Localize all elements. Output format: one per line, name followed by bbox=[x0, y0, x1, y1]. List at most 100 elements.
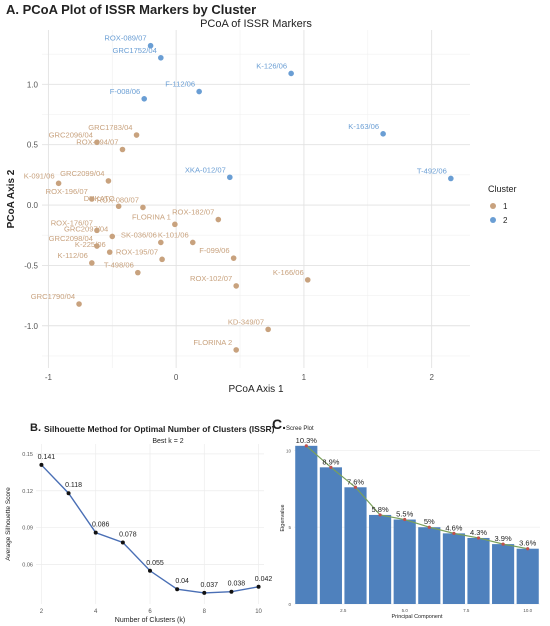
silhouette-data-label: 0.04 bbox=[175, 578, 189, 585]
pcoa-point-label: ROX-094/07 bbox=[76, 138, 118, 147]
pcoa-y-axis-label: PCoA Axis 2 bbox=[6, 169, 17, 228]
pcoa-point bbox=[215, 216, 222, 223]
pcoa-point-label: ROX-102/07 bbox=[190, 274, 232, 283]
silhouette-point bbox=[202, 590, 207, 595]
scree-point bbox=[353, 485, 358, 489]
silhouette-data-label: 0.038 bbox=[228, 581, 246, 588]
pcoa-point-label: K-112/06 bbox=[58, 251, 88, 260]
silhouette-y-axis-label: Average Silhouette Score bbox=[5, 487, 12, 561]
pcoa-point-label: GRC2098/04 bbox=[49, 234, 93, 243]
pcoa-point bbox=[55, 180, 62, 187]
scree-point bbox=[304, 444, 308, 448]
pcoa-point bbox=[119, 146, 126, 153]
scree-data-label: 3.6% bbox=[519, 539, 536, 548]
pcoa-point bbox=[448, 175, 454, 182]
silhouette-y-tick-label: 0.09 bbox=[22, 526, 33, 532]
pcoa-point-label: FLORINA 2 bbox=[193, 338, 232, 347]
silhouette-data-label: 0.037 bbox=[201, 582, 219, 589]
scree-point bbox=[526, 547, 530, 551]
panel-a-heading: A. PCoA Plot of ISSR Markers by Cluster bbox=[6, 2, 257, 17]
scree-bar bbox=[442, 533, 465, 604]
scree-x-tick-label: 2.5 bbox=[340, 608, 347, 613]
pcoa-point bbox=[94, 227, 100, 234]
scree-x-tick-label: 10.0 bbox=[523, 608, 532, 613]
pcoa-point bbox=[158, 239, 164, 246]
pcoa-point bbox=[140, 204, 146, 211]
pcoa-point-label: GRC2099/04 bbox=[60, 169, 104, 178]
scree-point bbox=[476, 536, 481, 540]
pcoa-point-label: K-163/06 bbox=[348, 122, 379, 131]
silhouette-y-tick-label: 0.12 bbox=[22, 489, 33, 495]
pcoa-point bbox=[196, 88, 202, 95]
silhouette-point bbox=[120, 540, 125, 545]
scree-data-label: 7.6% bbox=[347, 477, 364, 486]
silhouette-y-tick-label: 0.15 bbox=[22, 452, 33, 458]
pcoa-x-tick-label: 0 bbox=[174, 373, 179, 382]
legend-label-2: 2 bbox=[503, 216, 508, 225]
silhouette-point bbox=[39, 462, 44, 467]
silhouette-x-tick-label: 8 bbox=[203, 609, 207, 615]
scree-bar bbox=[393, 519, 416, 604]
silhouette-x-tick-label: 2 bbox=[40, 609, 44, 615]
pcoa-point-label: XKA-012/07 bbox=[185, 165, 226, 174]
scree-y-tick-label: 5 bbox=[288, 525, 291, 530]
scree-data-label: 5% bbox=[424, 517, 435, 526]
scree-data-label: 10.3% bbox=[296, 436, 318, 445]
panel-b-heading: B. bbox=[30, 422, 41, 434]
silhouette-data-label: 0.042 bbox=[255, 576, 273, 583]
pcoa-point-label: GRC2097/04 bbox=[64, 224, 108, 233]
pcoa-point bbox=[230, 255, 237, 261]
pcoa-point bbox=[233, 283, 239, 289]
pcoa-point bbox=[105, 178, 112, 184]
pcoa-point-label: K-091/06 bbox=[24, 171, 55, 180]
scree-bar bbox=[319, 467, 342, 604]
silhouette-subtitle: Best k = 2 bbox=[152, 438, 183, 445]
pcoa-point-label: ROX-196/07 bbox=[46, 187, 88, 196]
pcoa-point-label: ROX-195/07 bbox=[116, 247, 158, 256]
pcoa-point-label: F-112/06 bbox=[165, 80, 195, 89]
legend-label-1: 1 bbox=[503, 202, 508, 211]
scree-bar bbox=[418, 527, 441, 604]
scree-point bbox=[427, 525, 431, 529]
silhouette-x-tick-label: 6 bbox=[148, 609, 152, 615]
pcoa-point bbox=[133, 132, 140, 138]
pcoa-point bbox=[135, 269, 141, 276]
pcoa-point-label: K-101/06 bbox=[158, 230, 189, 239]
pcoa-point bbox=[109, 233, 116, 240]
pcoa-point-label: GRC1790/04 bbox=[31, 292, 75, 301]
pcoa-point bbox=[159, 256, 165, 263]
silhouette-point bbox=[175, 587, 180, 592]
scree-bar bbox=[467, 537, 490, 604]
legend-key-1 bbox=[490, 203, 496, 209]
pcoa-x-tick-label: -1 bbox=[45, 373, 53, 382]
pcoa-point bbox=[189, 239, 196, 246]
pcoa-point-label: F-008/06 bbox=[110, 87, 140, 96]
pcoa-point-label: SK-036/06 bbox=[121, 230, 157, 239]
pcoa-point bbox=[172, 221, 178, 228]
pcoa-point-label: FLORINA 1 bbox=[132, 212, 171, 221]
scree-point bbox=[329, 465, 333, 469]
pcoa-point-label: K-225/06 bbox=[75, 240, 106, 249]
silhouette-point bbox=[229, 589, 234, 594]
scree-bar bbox=[295, 445, 318, 604]
pcoa-point bbox=[288, 70, 294, 77]
silhouette-point bbox=[93, 530, 98, 535]
scree-y-tick-label: 10 bbox=[286, 448, 292, 453]
scree-bar bbox=[369, 514, 392, 604]
pcoa-plot-area bbox=[42, 30, 470, 368]
pcoa-point-label: T-498/06 bbox=[104, 261, 134, 270]
scree-y-axis-label: Eigenvalue bbox=[280, 504, 286, 531]
pcoa-point bbox=[94, 139, 100, 146]
silhouette-point bbox=[66, 491, 71, 496]
scree-data-label: 5.8% bbox=[372, 505, 389, 514]
pcoa-point-label: K-126/06 bbox=[256, 61, 287, 70]
scree-point bbox=[452, 531, 456, 535]
pcoa-point bbox=[76, 301, 82, 307]
pcoa-y-tick-label: 0.5 bbox=[27, 141, 39, 150]
scree-y-tick-label: 0 bbox=[288, 602, 291, 607]
pcoa-point-label: F-099/06 bbox=[199, 246, 229, 255]
silhouette-y-tick-label: 0.06 bbox=[22, 563, 33, 569]
scree-point bbox=[378, 513, 382, 517]
